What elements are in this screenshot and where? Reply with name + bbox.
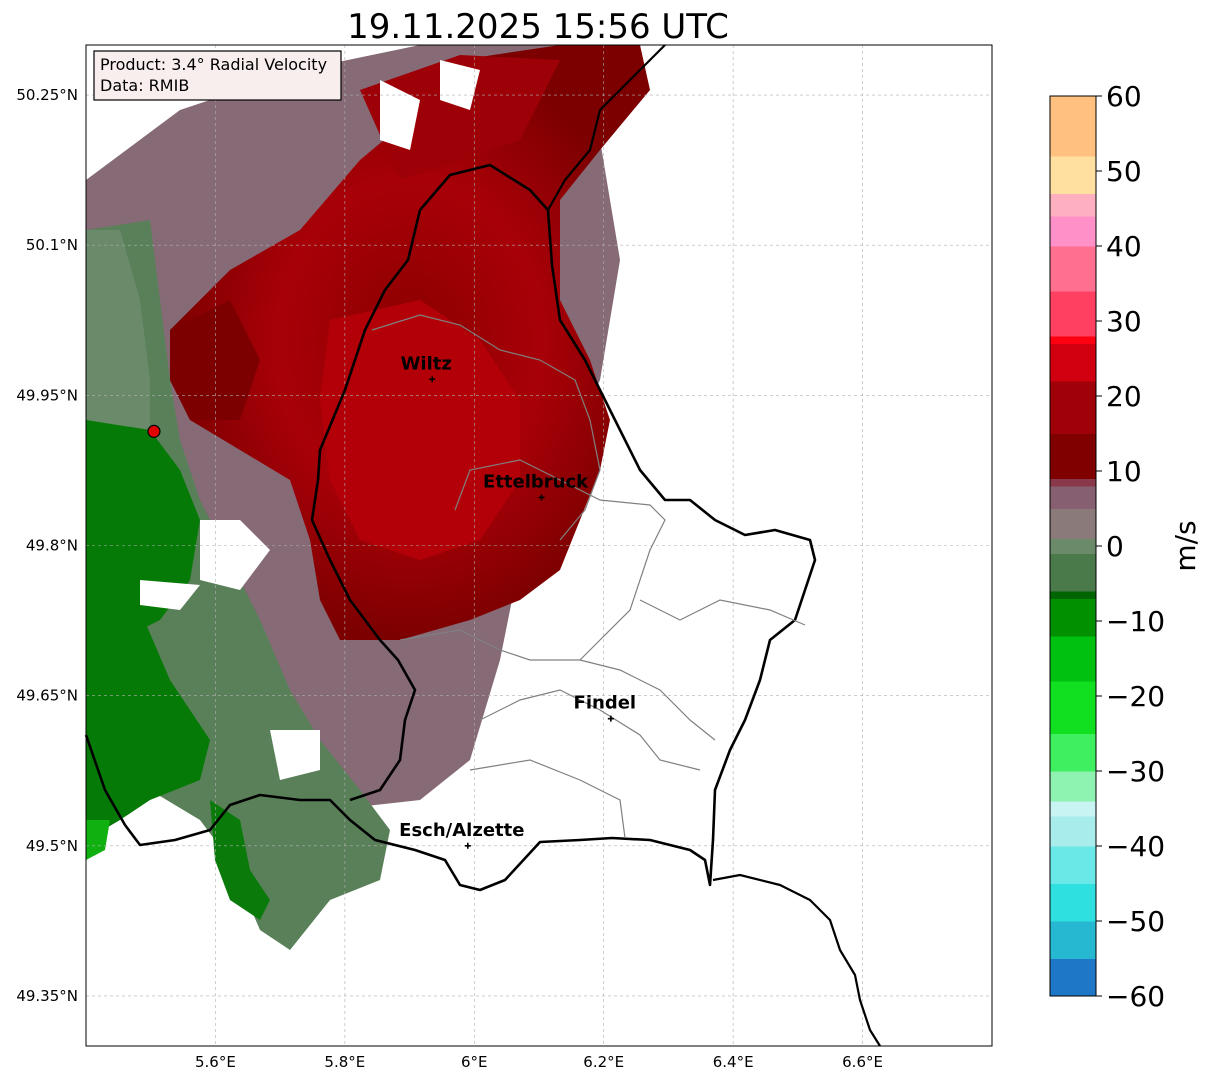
colorbar-segment-18 [1050, 381, 1096, 434]
colorbar-tick-label-6: 0 [1106, 530, 1124, 563]
city-label-wiltz: Wiltz [401, 353, 452, 374]
radar-site-marker [147, 424, 161, 438]
city-label-esch-alzette: Esch/Alzette [399, 820, 524, 841]
map-title: 19.11.2025 15:56 UTC [347, 7, 729, 47]
lon-tick-label-3: 6.2°E [583, 1053, 624, 1071]
colorbar-segment-16 [1050, 478, 1096, 487]
colorbar-tick-label-12: −60 [1106, 980, 1165, 1013]
colorbar-tick-label-7: −10 [1106, 605, 1165, 638]
colorbar-segment-21 [1050, 291, 1096, 337]
colorbar-tick-label-5: 10 [1106, 455, 1142, 488]
colorbar-segment-8 [1050, 681, 1096, 734]
colorbar-segments [1050, 96, 1096, 997]
colorbar-segment-4 [1050, 816, 1096, 847]
colorbar-segment-24 [1050, 193, 1096, 217]
info-box: Product: 3.4° Radial Velocity Data: RMIB [93, 50, 342, 101]
lat-tick-label-3: 49.8°N [26, 537, 78, 555]
colorbar-segment-2 [1050, 883, 1096, 922]
city-marker-wiltz [429, 376, 436, 383]
colorbar-segment-9 [1050, 636, 1096, 682]
lat-tick-label-0: 50.25°N [16, 86, 78, 104]
lat-tick-label-2: 49.95°N [16, 386, 78, 404]
colorbar-segment-19 [1050, 343, 1096, 382]
info-box-frame [93, 50, 342, 101]
colorbar-segment-1 [1050, 921, 1096, 959]
lat-tick-label-4: 49.65°N [16, 687, 78, 705]
colorbar: 60 50 40 30 20 10 0 −10 −20 −30 −40 −50 −60 m/s [1049, 80, 1202, 1013]
colorbar-segment-0 [1050, 958, 1096, 997]
colorbar-segment-20 [1050, 336, 1096, 344]
colorbar-segment-3 [1050, 846, 1096, 884]
germany-border [547, 44, 666, 211]
colorbar-tick-label-0: 60 [1106, 80, 1142, 113]
colorbar-tick-label-2: 40 [1106, 230, 1142, 263]
belgium-border [310, 209, 422, 802]
colorbar-segment-15 [1050, 486, 1096, 509]
map-panel: Wiltz Ettelbruck Findel Esch/Alzette Produc… [16, 44, 993, 1071]
colorbar-tick-label-8: −20 [1106, 680, 1165, 713]
colorbar-ticks: 60 50 40 30 20 10 0 −10 −20 −30 −40 −50 −60 [1096, 80, 1165, 1013]
city-labels: Wiltz Ettelbruck Findel Esch/Alzette [399, 353, 637, 849]
national-border [84, 163, 817, 892]
map-frame [85, 44, 993, 1047]
colorbar-segment-17 [1050, 433, 1096, 479]
lat-tick-label-5: 49.5°N [26, 837, 78, 855]
colorbar-tick-label-3: 30 [1106, 305, 1142, 338]
city-marker-ettelbruck [538, 494, 545, 501]
colorbar-tick-label-11: −50 [1106, 905, 1165, 938]
city-label-ettelbruck: Ettelbruck [483, 471, 589, 492]
longitude-ticks: 5.6°E 5.8°E 6°E 6.2°E 6.4°E 6.6°E [195, 1053, 883, 1071]
radar-echoes [86, 45, 650, 950]
colorbar-segment-11 [1050, 591, 1096, 599]
lat-tick-label-6: 49.35°N [16, 987, 78, 1005]
map-gridlines [86, 45, 992, 1046]
colorbar-segment-22 [1050, 246, 1096, 292]
colorbar-tick-label-9: −30 [1106, 755, 1165, 788]
colorbar-segment-14 [1050, 508, 1096, 539]
france-germany-border [712, 873, 881, 1047]
info-data-source: Data: RMIB [100, 76, 189, 95]
colorbar-segment-7 [1050, 733, 1096, 772]
admin-borders [371, 314, 806, 839]
city-marker-findel [607, 715, 614, 722]
city-marker-esch-alzette [464, 842, 471, 849]
lon-tick-label-0: 5.6°E [195, 1053, 236, 1071]
colorbar-segment-23 [1050, 216, 1096, 247]
lon-tick-label-5: 6.6°E [842, 1053, 883, 1071]
colorbar-unit-label: m/s [1169, 520, 1202, 571]
colorbar-tick-label-4: 20 [1106, 380, 1142, 413]
info-product: Product: 3.4° Radial Velocity [100, 55, 327, 74]
lat-tick-label-1: 50.1°N [26, 236, 78, 254]
colorbar-tick-label-10: −40 [1106, 830, 1165, 863]
latitude-ticks: 50.25°N 50.1°N 49.95°N 49.8°N 49.65°N 49.5°N 4… [16, 86, 78, 1005]
colorbar-segment-5 [1050, 801, 1096, 817]
lon-tick-label-4: 6.4°E [713, 1053, 754, 1071]
colorbar-segment-13 [1050, 538, 1096, 554]
city-label-findel: Findel [574, 693, 637, 714]
colorbar-segment-26 [1050, 96, 1096, 157]
colorbar-segment-12 [1050, 553, 1096, 592]
colorbar-segment-10 [1050, 598, 1096, 637]
lon-tick-label-2: 6°E [461, 1053, 488, 1071]
colorbar-segment-25 [1050, 156, 1096, 194]
colorbar-tick-label-1: 50 [1106, 155, 1142, 188]
colorbar-segment-6 [1050, 771, 1096, 802]
lon-tick-label-1: 5.8°E [324, 1053, 365, 1071]
